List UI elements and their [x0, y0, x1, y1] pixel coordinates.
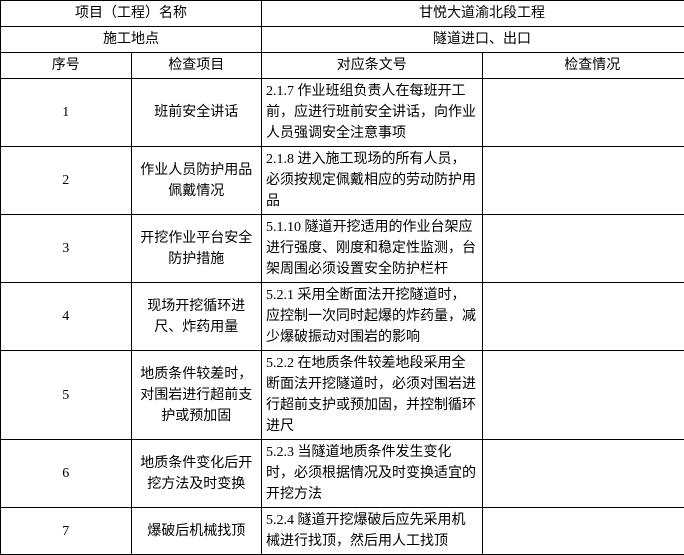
cell-status	[482, 147, 684, 215]
cell-ref: 5.2.4 隧道开挖爆破后应先采用机械进行找顶，然后用人工找顶	[262, 508, 483, 555]
cell-ref: 5.1.10 隧道开挖适用的作业台架应进行强度、刚度和稳定性监测，台架周围必须设…	[262, 215, 483, 283]
cell-item: 爆破后机械找顶	[131, 508, 262, 555]
table-row: 5 地质条件较差时，对围岩进行超前支护或预加固 5.2.2 在地质条件较差地段采…	[1, 351, 684, 440]
cell-ref: 5.2.2 在地质条件较差地段采用全断面法开挖隧道时，必须对围岩进行超前支护或预…	[262, 351, 483, 440]
cell-seq: 6	[1, 440, 132, 508]
table-row: 1 班前安全讲话 2.1.7 作业班组负责人在每班开工前，应进行班前安全讲话，向…	[1, 79, 684, 147]
cell-status	[482, 508, 684, 555]
table-row: 4 现场开挖循环进尺、炸药用量 5.2.1 采用全断面法开挖隧道时，应控制一次同…	[1, 283, 684, 351]
location-label: 施工地点	[1, 27, 262, 53]
cell-seq: 1	[1, 79, 132, 147]
cell-status	[482, 79, 684, 147]
cell-item: 地质条件较差时，对围岩进行超前支护或预加固	[131, 351, 262, 440]
cell-status	[482, 215, 684, 283]
cell-ref: 5.2.3 当隧道地质条件发生变化时，必须根据情况及时变换适宜的开挖方法	[262, 440, 483, 508]
project-name-label: 项目（工程）名称	[1, 1, 262, 27]
cell-item: 开挖作业平台安全防护措施	[131, 215, 262, 283]
table-row: 3 开挖作业平台安全防护措施 5.1.10 隧道开挖适用的作业台架应进行强度、刚…	[1, 215, 684, 283]
cell-ref: 2.1.8 进入施工现场的所有人员，必须按规定佩戴相应的劳动防护用品	[262, 147, 483, 215]
cell-item: 班前安全讲话	[131, 79, 262, 147]
cell-item: 作业人员防护用品佩戴情况	[131, 147, 262, 215]
col-header-item: 检查项目	[131, 53, 262, 79]
col-header-status: 检查情况	[482, 53, 684, 79]
header-row-location: 施工地点 隧道进口、出口	[1, 27, 684, 53]
inspection-table: 项目（工程）名称 甘悦大道渝北段工程 施工地点 隧道进口、出口 序号 检查项目 …	[0, 0, 684, 555]
table-row: 2 作业人员防护用品佩戴情况 2.1.8 进入施工现场的所有人员，必须按规定佩戴…	[1, 147, 684, 215]
cell-status	[482, 351, 684, 440]
cell-seq: 2	[1, 147, 132, 215]
document-page: 项目（工程）名称 甘悦大道渝北段工程 施工地点 隧道进口、出口 序号 检查项目 …	[0, 0, 684, 555]
project-name-value: 甘悦大道渝北段工程	[262, 1, 684, 27]
cell-ref: 5.2.1 采用全断面法开挖隧道时，应控制一次同时起爆的炸药量，减少爆破振动对围…	[262, 283, 483, 351]
header-row-project: 项目（工程）名称 甘悦大道渝北段工程	[1, 1, 684, 27]
cell-seq: 4	[1, 283, 132, 351]
cell-seq: 5	[1, 351, 132, 440]
location-value: 隧道进口、出口	[262, 27, 684, 53]
cell-seq: 7	[1, 508, 132, 555]
cell-status	[482, 283, 684, 351]
cell-item: 现场开挖循环进尺、炸药用量	[131, 283, 262, 351]
cell-ref: 2.1.7 作业班组负责人在每班开工前，应进行班前安全讲话，向作业人员强调安全注…	[262, 79, 483, 147]
column-header-row: 序号 检查项目 对应条文号 检查情况	[1, 53, 684, 79]
col-header-seq: 序号	[1, 53, 132, 79]
col-header-ref: 对应条文号	[262, 53, 483, 79]
cell-status	[482, 440, 684, 508]
table-row: 6 地质条件变化后开挖方法及时变换 5.2.3 当隧道地质条件发生变化时，必须根…	[1, 440, 684, 508]
cell-seq: 3	[1, 215, 132, 283]
cell-item: 地质条件变化后开挖方法及时变换	[131, 440, 262, 508]
table-row: 7 爆破后机械找顶 5.2.4 隧道开挖爆破后应先采用机械进行找顶，然后用人工找…	[1, 508, 684, 555]
